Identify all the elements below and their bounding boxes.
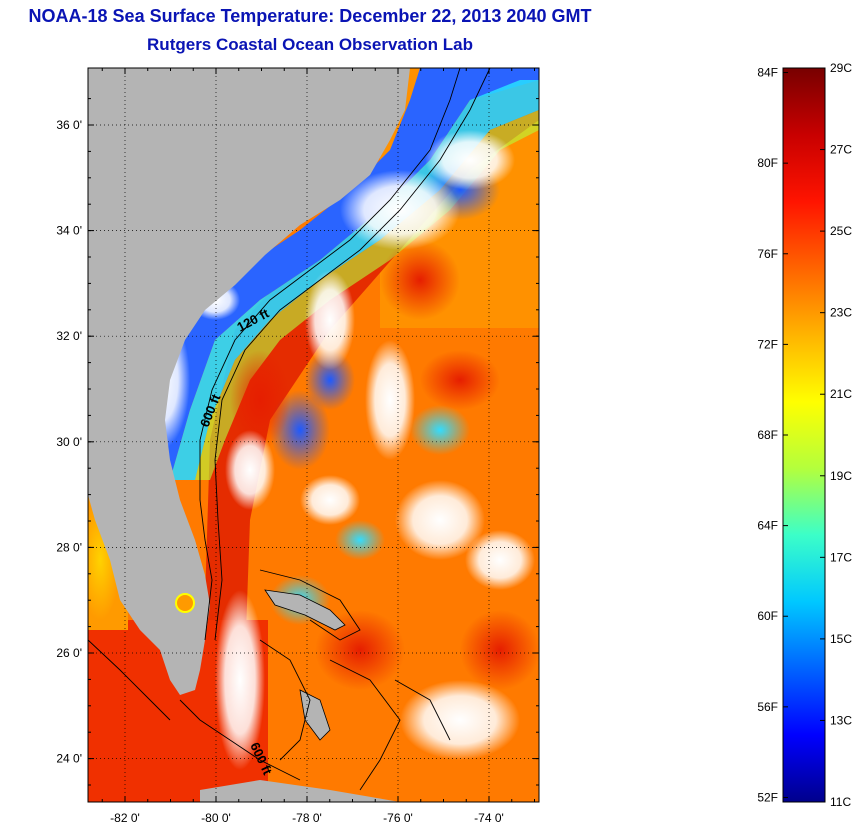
celsius-label: 13C bbox=[830, 713, 852, 727]
fahrenheit-label: 84F bbox=[757, 66, 778, 80]
longitude-labels: -82 0' -80 0' -78 0' -76 0' -74 0' bbox=[101, 68, 535, 825]
map-title: NOAA-18 Sea Surface Temperature: Decembe… bbox=[28, 6, 592, 26]
depth-contours bbox=[88, 68, 491, 791]
celsius-label: 19C bbox=[830, 469, 852, 483]
longitude-label: -80 0' bbox=[201, 811, 231, 825]
bahamas-island bbox=[299, 689, 331, 741]
celsius-labels: 29C 27C 25C 23C 21C 19C 17C 15C 13C 11C bbox=[820, 61, 852, 809]
celsius-label: 27C bbox=[830, 143, 852, 157]
cuba-edge bbox=[200, 780, 400, 802]
longitude-label: -78 0' bbox=[292, 811, 322, 825]
fahrenheit-label: 76F bbox=[757, 247, 778, 261]
latitude-label: 32 0' bbox=[56, 329, 82, 343]
celsius-label: 15C bbox=[830, 632, 852, 646]
sst-field bbox=[88, 68, 539, 802]
bahamas-island bbox=[264, 589, 346, 631]
celsius-label: 17C bbox=[830, 550, 852, 564]
latitude-label: 26 0' bbox=[56, 646, 82, 660]
map-frame bbox=[87, 67, 540, 803]
latitude-label: 30 0' bbox=[56, 435, 82, 449]
longitude-label: -74 0' bbox=[474, 811, 504, 825]
fahrenheit-label: 64F bbox=[757, 519, 778, 533]
celsius-label: 23C bbox=[830, 306, 852, 320]
celsius-label: 21C bbox=[830, 387, 852, 401]
latitude-label: 36 0' bbox=[56, 118, 82, 132]
fahrenheit-label: 68F bbox=[757, 428, 778, 442]
fahrenheit-label: 56F bbox=[757, 700, 778, 714]
latitude-label: 34 0' bbox=[56, 224, 82, 238]
celsius-label: 11C bbox=[830, 795, 851, 809]
colorbar-scale bbox=[782, 67, 826, 803]
longitude-label: -76 0' bbox=[383, 811, 413, 825]
fahrenheit-label: 60F bbox=[757, 609, 778, 623]
celsius-label: 29C bbox=[830, 61, 852, 75]
fahrenheit-label: 52F bbox=[757, 790, 778, 804]
latitude-labels: 36 0' 34 0' 32 0' 30 0' 28 0' 26 0' 24 0' bbox=[56, 98, 539, 786]
latitude-label: 24 0' bbox=[56, 752, 82, 766]
map-subtitle: Rutgers Coastal Ocean Observation Lab bbox=[147, 35, 473, 54]
celsius-label: 25C bbox=[830, 224, 852, 238]
fahrenheit-labels: 84F 80F 76F 72F 68F 64F 60F 56F 52F bbox=[757, 66, 788, 804]
longitude-label: -82 0' bbox=[110, 811, 140, 825]
latitude-label: 28 0' bbox=[56, 540, 82, 554]
fahrenheit-label: 72F bbox=[757, 337, 778, 351]
land-mass bbox=[88, 68, 410, 695]
fahrenheit-label: 80F bbox=[757, 156, 778, 170]
